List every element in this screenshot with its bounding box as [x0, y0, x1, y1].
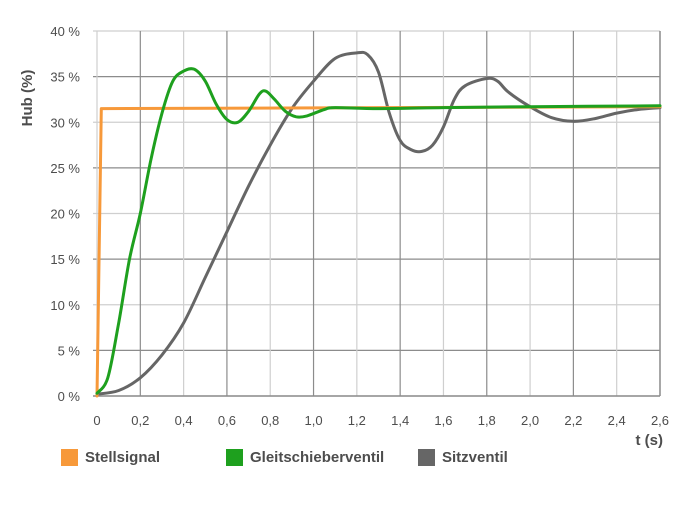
y-tick-label: 15 %	[50, 252, 80, 267]
y-tick-label: 0 %	[58, 389, 81, 404]
x-tick-label: 2,4	[608, 413, 626, 428]
legend-label: Sitzventil	[442, 449, 508, 466]
x-tick-label: 1,2	[348, 413, 366, 428]
x-axis-title: t (s)	[636, 432, 664, 449]
series-line-sitzventil	[95, 50, 662, 396]
x-tick-label: 2,2	[564, 413, 582, 428]
legend-item-sitzventil: Sitzventil	[418, 449, 508, 466]
legend-swatch-orange	[61, 449, 78, 466]
x-axis-ticks: 0 0,2 0,4 0,6 0,8 1,0 1,2 1,4 1,6 1,8 2,0 2,2 2,4 2,6	[93, 413, 669, 428]
legend: Stellsignal Gleitschieberventil Sitzvent…	[0, 449, 687, 473]
x-tick-label: 1,8	[478, 413, 496, 428]
y-axis-title: Hub (%)	[19, 70, 36, 127]
y-tick-label: 40 %	[50, 24, 80, 39]
legend-swatch-green	[226, 449, 243, 466]
series-line-stellsignal	[95, 105, 662, 398]
x-tick-label: 1,0	[304, 413, 322, 428]
x-tick-label: 0,4	[175, 413, 193, 428]
x-tick-label: 1,4	[391, 413, 409, 428]
y-tick-label: 10 %	[50, 298, 80, 313]
y-tick-label: 5 %	[58, 343, 81, 358]
y-tick-label: 20 %	[50, 207, 80, 222]
grid-lines	[93, 30, 661, 397]
x-tick-label: 0,2	[131, 413, 149, 428]
legend-label: Gleitschieberventil	[250, 449, 385, 466]
legend-item-stellsignal: Stellsignal	[61, 449, 160, 466]
x-tick-label: 1,6	[434, 413, 452, 428]
y-axis-ticks: 0 % 5 % 10 % 15 % 20 % 25 % 30 % 35 % 40 %	[50, 24, 80, 404]
x-tick-label: 2,0	[521, 413, 539, 428]
y-tick-label: 25 %	[50, 161, 80, 176]
legend-swatch-gray	[418, 449, 435, 466]
y-tick-label: 30 %	[50, 115, 80, 130]
legend-item-gleitschieberventil: Gleitschieberventil	[226, 449, 384, 466]
x-tick-label: 2,6	[651, 413, 669, 428]
x-tick-label: 0	[93, 413, 100, 428]
data-series	[95, 50, 662, 398]
series-line-gleitschieberventil	[95, 67, 662, 395]
y-tick-label: 35 %	[50, 70, 80, 85]
x-tick-label: 0,6	[218, 413, 236, 428]
legend-label: Stellsignal	[85, 449, 161, 466]
x-tick-label: 0,8	[261, 413, 279, 428]
